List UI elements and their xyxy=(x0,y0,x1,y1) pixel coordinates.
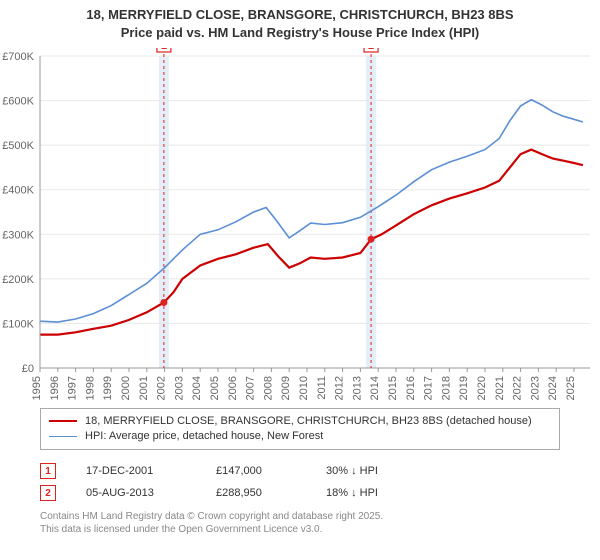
svg-text:2016: 2016 xyxy=(405,376,417,400)
svg-text:2006: 2006 xyxy=(227,376,239,400)
sale-price: £147,000 xyxy=(216,465,326,477)
svg-text:2003: 2003 xyxy=(173,376,185,400)
sale-date: 17-DEC-2001 xyxy=(86,465,216,477)
svg-text:2012: 2012 xyxy=(334,376,346,400)
title-line1: 18, MERRYFIELD CLOSE, BRANSGORE, CHRISTC… xyxy=(0,6,600,24)
licence-line1: Contains HM Land Registry data © Crown c… xyxy=(40,510,560,523)
svg-text:2011: 2011 xyxy=(316,376,328,400)
svg-text:2023: 2023 xyxy=(529,376,541,400)
sale-marker: 2 xyxy=(40,485,56,501)
svg-text:2025: 2025 xyxy=(565,376,577,400)
svg-text:2013: 2013 xyxy=(351,376,363,400)
sales-list: 1 17-DEC-2001 £147,000 30% ↓ HPI 2 05-AU… xyxy=(40,460,560,504)
svg-text:1996: 1996 xyxy=(49,376,61,400)
svg-text:2007: 2007 xyxy=(245,376,257,400)
svg-text:2008: 2008 xyxy=(262,376,274,400)
svg-text:£200K: £200K xyxy=(2,274,34,286)
legend-swatch-property xyxy=(49,420,77,422)
svg-text:2010: 2010 xyxy=(298,376,310,400)
svg-text:2015: 2015 xyxy=(387,376,399,400)
svg-text:2001: 2001 xyxy=(138,376,150,400)
sale-diff: 18% ↓ HPI xyxy=(326,487,436,499)
svg-text:2014: 2014 xyxy=(369,376,381,400)
chart-title: 18, MERRYFIELD CLOSE, BRANSGORE, CHRISTC… xyxy=(0,0,600,41)
svg-text:2022: 2022 xyxy=(512,376,524,400)
svg-text:1999: 1999 xyxy=(102,376,114,400)
svg-text:£400K: £400K xyxy=(2,185,34,197)
svg-text:2005: 2005 xyxy=(209,376,221,400)
sale-date: 05-AUG-2013 xyxy=(86,487,216,499)
sale-marker: 1 xyxy=(40,463,56,479)
legend-item-hpi: HPI: Average price, detached house, New … xyxy=(49,430,551,442)
legend-label-hpi: HPI: Average price, detached house, New … xyxy=(85,430,323,442)
svg-text:2009: 2009 xyxy=(280,376,292,400)
svg-text:1995: 1995 xyxy=(31,376,43,400)
legend-swatch-hpi xyxy=(49,436,77,437)
svg-text:2002: 2002 xyxy=(156,376,168,400)
legend-label-property: 18, MERRYFIELD CLOSE, BRANSGORE, CHRISTC… xyxy=(85,415,532,427)
svg-text:1997: 1997 xyxy=(67,376,79,400)
sale-row: 2 05-AUG-2013 £288,950 18% ↓ HPI xyxy=(40,482,560,504)
sale-diff: 30% ↓ HPI xyxy=(326,465,436,477)
svg-text:2018: 2018 xyxy=(440,376,452,400)
svg-text:2017: 2017 xyxy=(423,376,435,400)
licence-line2: This data is licensed under the Open Gov… xyxy=(40,523,560,536)
svg-text:2: 2 xyxy=(368,48,374,52)
svg-text:£0: £0 xyxy=(22,363,34,375)
svg-text:£600K: £600K xyxy=(2,96,34,108)
svg-text:2020: 2020 xyxy=(476,376,488,400)
svg-text:2000: 2000 xyxy=(120,376,132,400)
sale-row: 1 17-DEC-2001 £147,000 30% ↓ HPI xyxy=(40,460,560,482)
svg-text:£300K: £300K xyxy=(2,229,34,241)
svg-text:1: 1 xyxy=(161,48,167,52)
svg-text:2024: 2024 xyxy=(547,376,559,400)
sale-price: £288,950 xyxy=(216,487,326,499)
svg-text:2004: 2004 xyxy=(191,376,203,400)
legend: 18, MERRYFIELD CLOSE, BRANSGORE, CHRISTC… xyxy=(40,408,560,450)
svg-text:£100K: £100K xyxy=(2,318,34,330)
title-line2: Price paid vs. HM Land Registry's House … xyxy=(0,24,600,42)
svg-text:2021: 2021 xyxy=(494,376,506,400)
svg-text:£500K: £500K xyxy=(2,140,34,152)
svg-text:1998: 1998 xyxy=(84,376,96,400)
legend-item-property: 18, MERRYFIELD CLOSE, BRANSGORE, CHRISTC… xyxy=(49,415,551,427)
svg-text:2019: 2019 xyxy=(458,376,470,400)
price-chart: £0 £100K £200K £300K £400K £500K £600K £700K 199… xyxy=(0,48,600,402)
licence-text: Contains HM Land Registry data © Crown c… xyxy=(40,510,560,536)
svg-text:£700K: £700K xyxy=(2,51,34,63)
